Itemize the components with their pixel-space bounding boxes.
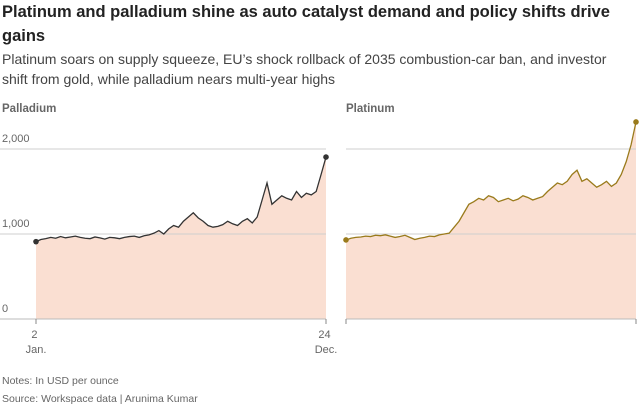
line <box>35 156 327 243</box>
subtitle: Platinum soars on supply squeeze, EU’s s… <box>2 51 607 87</box>
y-tick-label: 1,000 <box>2 218 30 230</box>
x-tick-label-line: Dec. <box>315 344 338 356</box>
y-tick-label: 2,000 <box>2 133 30 145</box>
end-dot <box>633 119 639 125</box>
x-tick-label: 2 Jan. <box>26 329 47 356</box>
end-dot <box>33 238 39 245</box>
x-tick-label-line: Jan. <box>26 344 47 356</box>
header: Platinum and palladium shine as auto cat… <box>2 0 632 89</box>
end-dot <box>323 154 329 160</box>
title: Platinum and palladium shine as auto cat… <box>2 3 610 45</box>
area <box>36 157 326 319</box>
x-tick-label-line: 2 <box>31 329 40 341</box>
source: Source: Workspace data | Arunima Kumar <box>2 393 198 405</box>
y-tick-label: 0 <box>2 303 8 315</box>
notes: Notes: In USD per ounce <box>2 375 119 387</box>
end-dot <box>343 237 349 243</box>
area <box>346 121 636 319</box>
panel-title: Palladium <box>2 103 56 115</box>
panel-title: Platinum <box>346 103 395 115</box>
line <box>345 121 637 241</box>
x-tick-label-line: 24 <box>318 329 333 341</box>
x-tick-label: 24 Dec. <box>315 329 338 356</box>
